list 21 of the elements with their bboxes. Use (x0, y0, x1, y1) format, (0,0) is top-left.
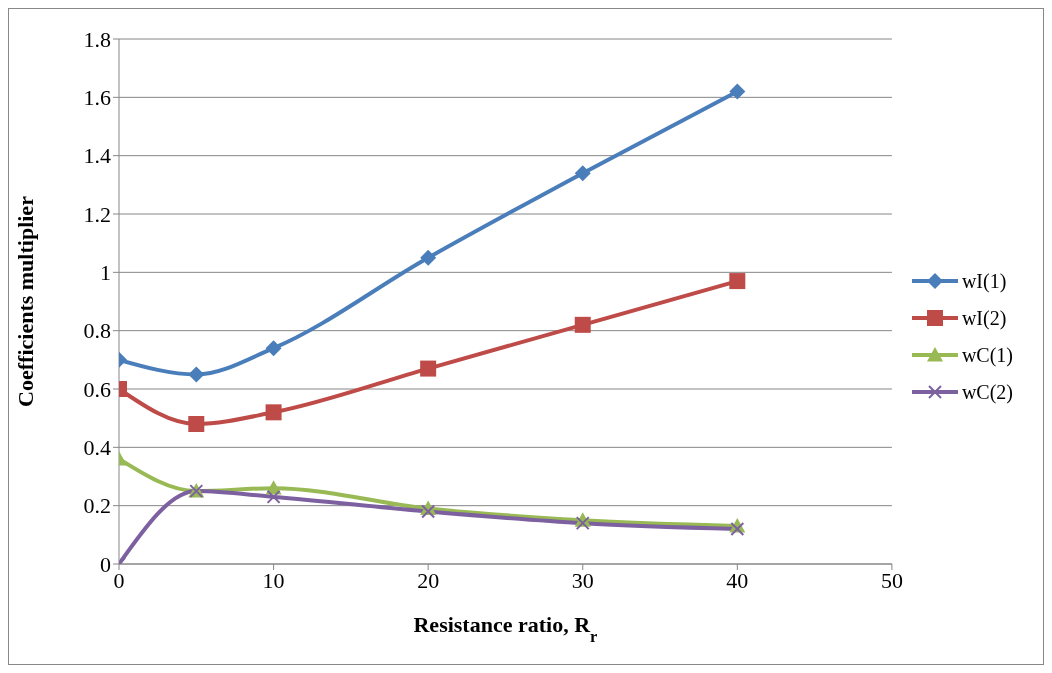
y-tick-label: 1.6 (83, 85, 111, 111)
y-tick-label: 0.6 (83, 376, 111, 402)
x-tick-label: 50 (880, 567, 903, 593)
x-tick-label: 30 (571, 567, 594, 593)
y-tick-label: 1.2 (83, 201, 111, 227)
x-tick-label: 20 (417, 567, 440, 593)
y-tick-label: 0.8 (83, 318, 111, 344)
y-tick-label: 1 (100, 260, 111, 286)
y-tick-label: 1.4 (83, 143, 111, 169)
x-tick-label: 40 (726, 567, 749, 593)
x-tick-label: 10 (262, 567, 285, 593)
y-axis-title: Coefficients multiplier (12, 195, 38, 407)
y-tick-label: 0 (100, 551, 111, 577)
y-tick-label: 1.8 (83, 26, 111, 52)
x-axis-title: Resistance ratio, R$_{r}$ (413, 612, 598, 646)
legend-label: wI(1) (961, 269, 1007, 293)
legend-label: wC(1) (961, 343, 1013, 367)
y-tick-label: 0.4 (83, 435, 111, 461)
y-tick-label: 0.2 (83, 493, 111, 519)
legend-label: wC(2) (961, 380, 1013, 404)
legend-label: wI(2) (961, 306, 1007, 330)
